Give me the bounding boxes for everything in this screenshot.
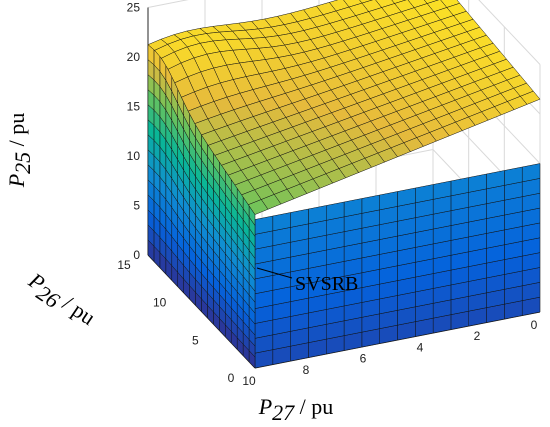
z-tick-label: 15 — [127, 100, 141, 114]
z-tick-label: 0 — [133, 248, 140, 262]
inner-wall-cell — [415, 184, 434, 204]
annotation-svsrb: SVSRB — [295, 273, 358, 295]
x-tick-label: 8 — [303, 363, 310, 377]
inner-wall-cell — [254, 215, 274, 235]
inner-wall-cell — [308, 205, 327, 225]
inner-wall-cell — [468, 173, 487, 193]
inner-wall-cell — [521, 163, 541, 183]
inner-wall-cell — [397, 187, 416, 207]
z-tick-label: 20 — [127, 50, 141, 64]
z-axis-label: P25 / pu — [4, 113, 35, 189]
inner-wall-cell — [290, 208, 309, 228]
x-tick-label: 4 — [417, 340, 424, 354]
z-tick-label: 5 — [133, 199, 140, 213]
z-tick-label: 25 — [127, 1, 141, 15]
y-axis-label: P26 / pu — [20, 267, 100, 335]
roof-cell — [247, 199, 269, 215]
inner-wall-cell — [379, 191, 398, 211]
x-tick-label: 2 — [474, 329, 481, 343]
y-tick-label: 5 — [192, 333, 199, 347]
y-tick-label: 10 — [153, 296, 167, 310]
x-tick-label: 6 — [360, 352, 367, 366]
inner-wall-cell — [361, 194, 380, 214]
x-tick-label: 0 — [531, 318, 538, 332]
inner-wall-cell — [504, 166, 523, 186]
z-tick-label: 10 — [127, 149, 141, 163]
x-axis-label: P27 / pu — [258, 394, 334, 425]
inner-wall-cell — [450, 177, 469, 197]
annotation-leader — [256, 267, 293, 279]
inner-wall-cell — [432, 180, 452, 200]
inner-wall-cell — [272, 212, 291, 232]
y-tick-label: 15 — [117, 258, 131, 272]
y-tick-label: 0 — [228, 371, 235, 385]
inner-wall-cell — [326, 201, 345, 221]
x-tick-label: 10 — [242, 374, 256, 388]
inner-wall-cell — [486, 170, 505, 190]
surface-mesh — [147, 0, 541, 369]
inner-wall-cell — [343, 198, 363, 218]
grid-line-z — [478, 0, 541, 65]
